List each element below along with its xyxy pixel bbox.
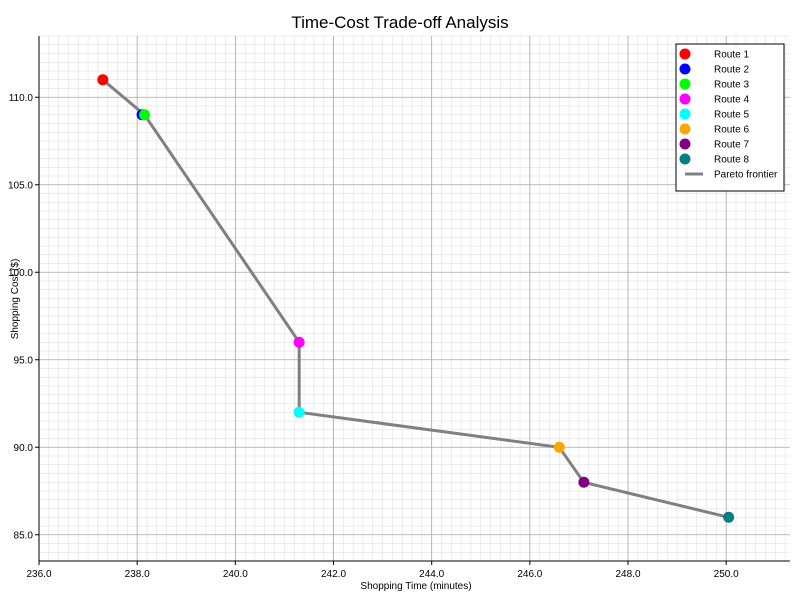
x-tick-label: 238.0: [125, 569, 150, 580]
series: [97, 74, 735, 523]
x-axis-label: Shopping Time (minutes): [360, 581, 471, 592]
legend-label-route-7: Route 7: [714, 140, 749, 151]
y-tick-label: 110.0: [9, 93, 34, 104]
legend-marker-route-2: [679, 63, 691, 75]
legend-marker-route-5: [679, 108, 691, 120]
x-tick-label: 242.0: [321, 569, 346, 580]
route-4-point: [293, 336, 305, 348]
legend-label-route-5: Route 5: [714, 110, 749, 121]
route-7-point: [578, 476, 590, 488]
legend-label-route-1: Route 1: [714, 50, 749, 61]
legend-marker-route-6: [679, 123, 691, 135]
chart-title: Time-Cost Trade-off Analysis: [291, 13, 508, 32]
y-tick-label: 100.0: [8, 268, 33, 279]
legend-label-route-3: Route 3: [714, 80, 749, 91]
grid: [38, 35, 790, 562]
legend-marker-route-7: [679, 138, 691, 150]
route-6-point: [553, 441, 565, 453]
legend-box: [675, 43, 785, 192]
x-tick-label: 246.0: [517, 569, 542, 580]
legend-marker-route-3: [679, 78, 691, 90]
route-5-point: [293, 406, 305, 418]
x-tick-label: 248.0: [616, 569, 641, 580]
legend-label-pareto-frontier: Pareto frontier: [714, 170, 778, 181]
x-tick-label: 250.0: [714, 569, 739, 580]
legend-label-route-2: Route 2: [714, 65, 749, 76]
x-tick-label: 236.0: [26, 569, 51, 580]
y-axis-label: Shopping Cost ($): [10, 259, 21, 340]
legend: Route 1 Route 2 Route 3 Route 4 Route 5 Route…: [675, 43, 785, 192]
x-tick-label: 244.0: [419, 569, 444, 580]
legend-marker-route-1: [679, 48, 691, 60]
legend-marker-route-8: [679, 153, 691, 165]
route-1-point: [97, 74, 109, 86]
legend-label-route-8: Route 8: [714, 155, 749, 166]
y-tick-label: 95.0: [14, 355, 34, 366]
legend-label-route-6: Route 6: [714, 125, 749, 136]
x-tick-label: 240.0: [223, 569, 248, 580]
route-3-point: [139, 109, 151, 121]
route-8-point: [723, 511, 735, 523]
legend-marker-route-4: [679, 93, 691, 105]
y-tick-label: 85.0: [14, 530, 34, 541]
y-tick-label: 105.0: [8, 180, 33, 191]
ticks: 236.0 238.0 240.0 242.0 244.0 246.0 248.0 250.0…: [8, 93, 739, 580]
axes: [38, 36, 790, 562]
legend-label-route-4: Route 4: [714, 95, 749, 106]
y-tick-label: 90.0: [14, 443, 34, 454]
